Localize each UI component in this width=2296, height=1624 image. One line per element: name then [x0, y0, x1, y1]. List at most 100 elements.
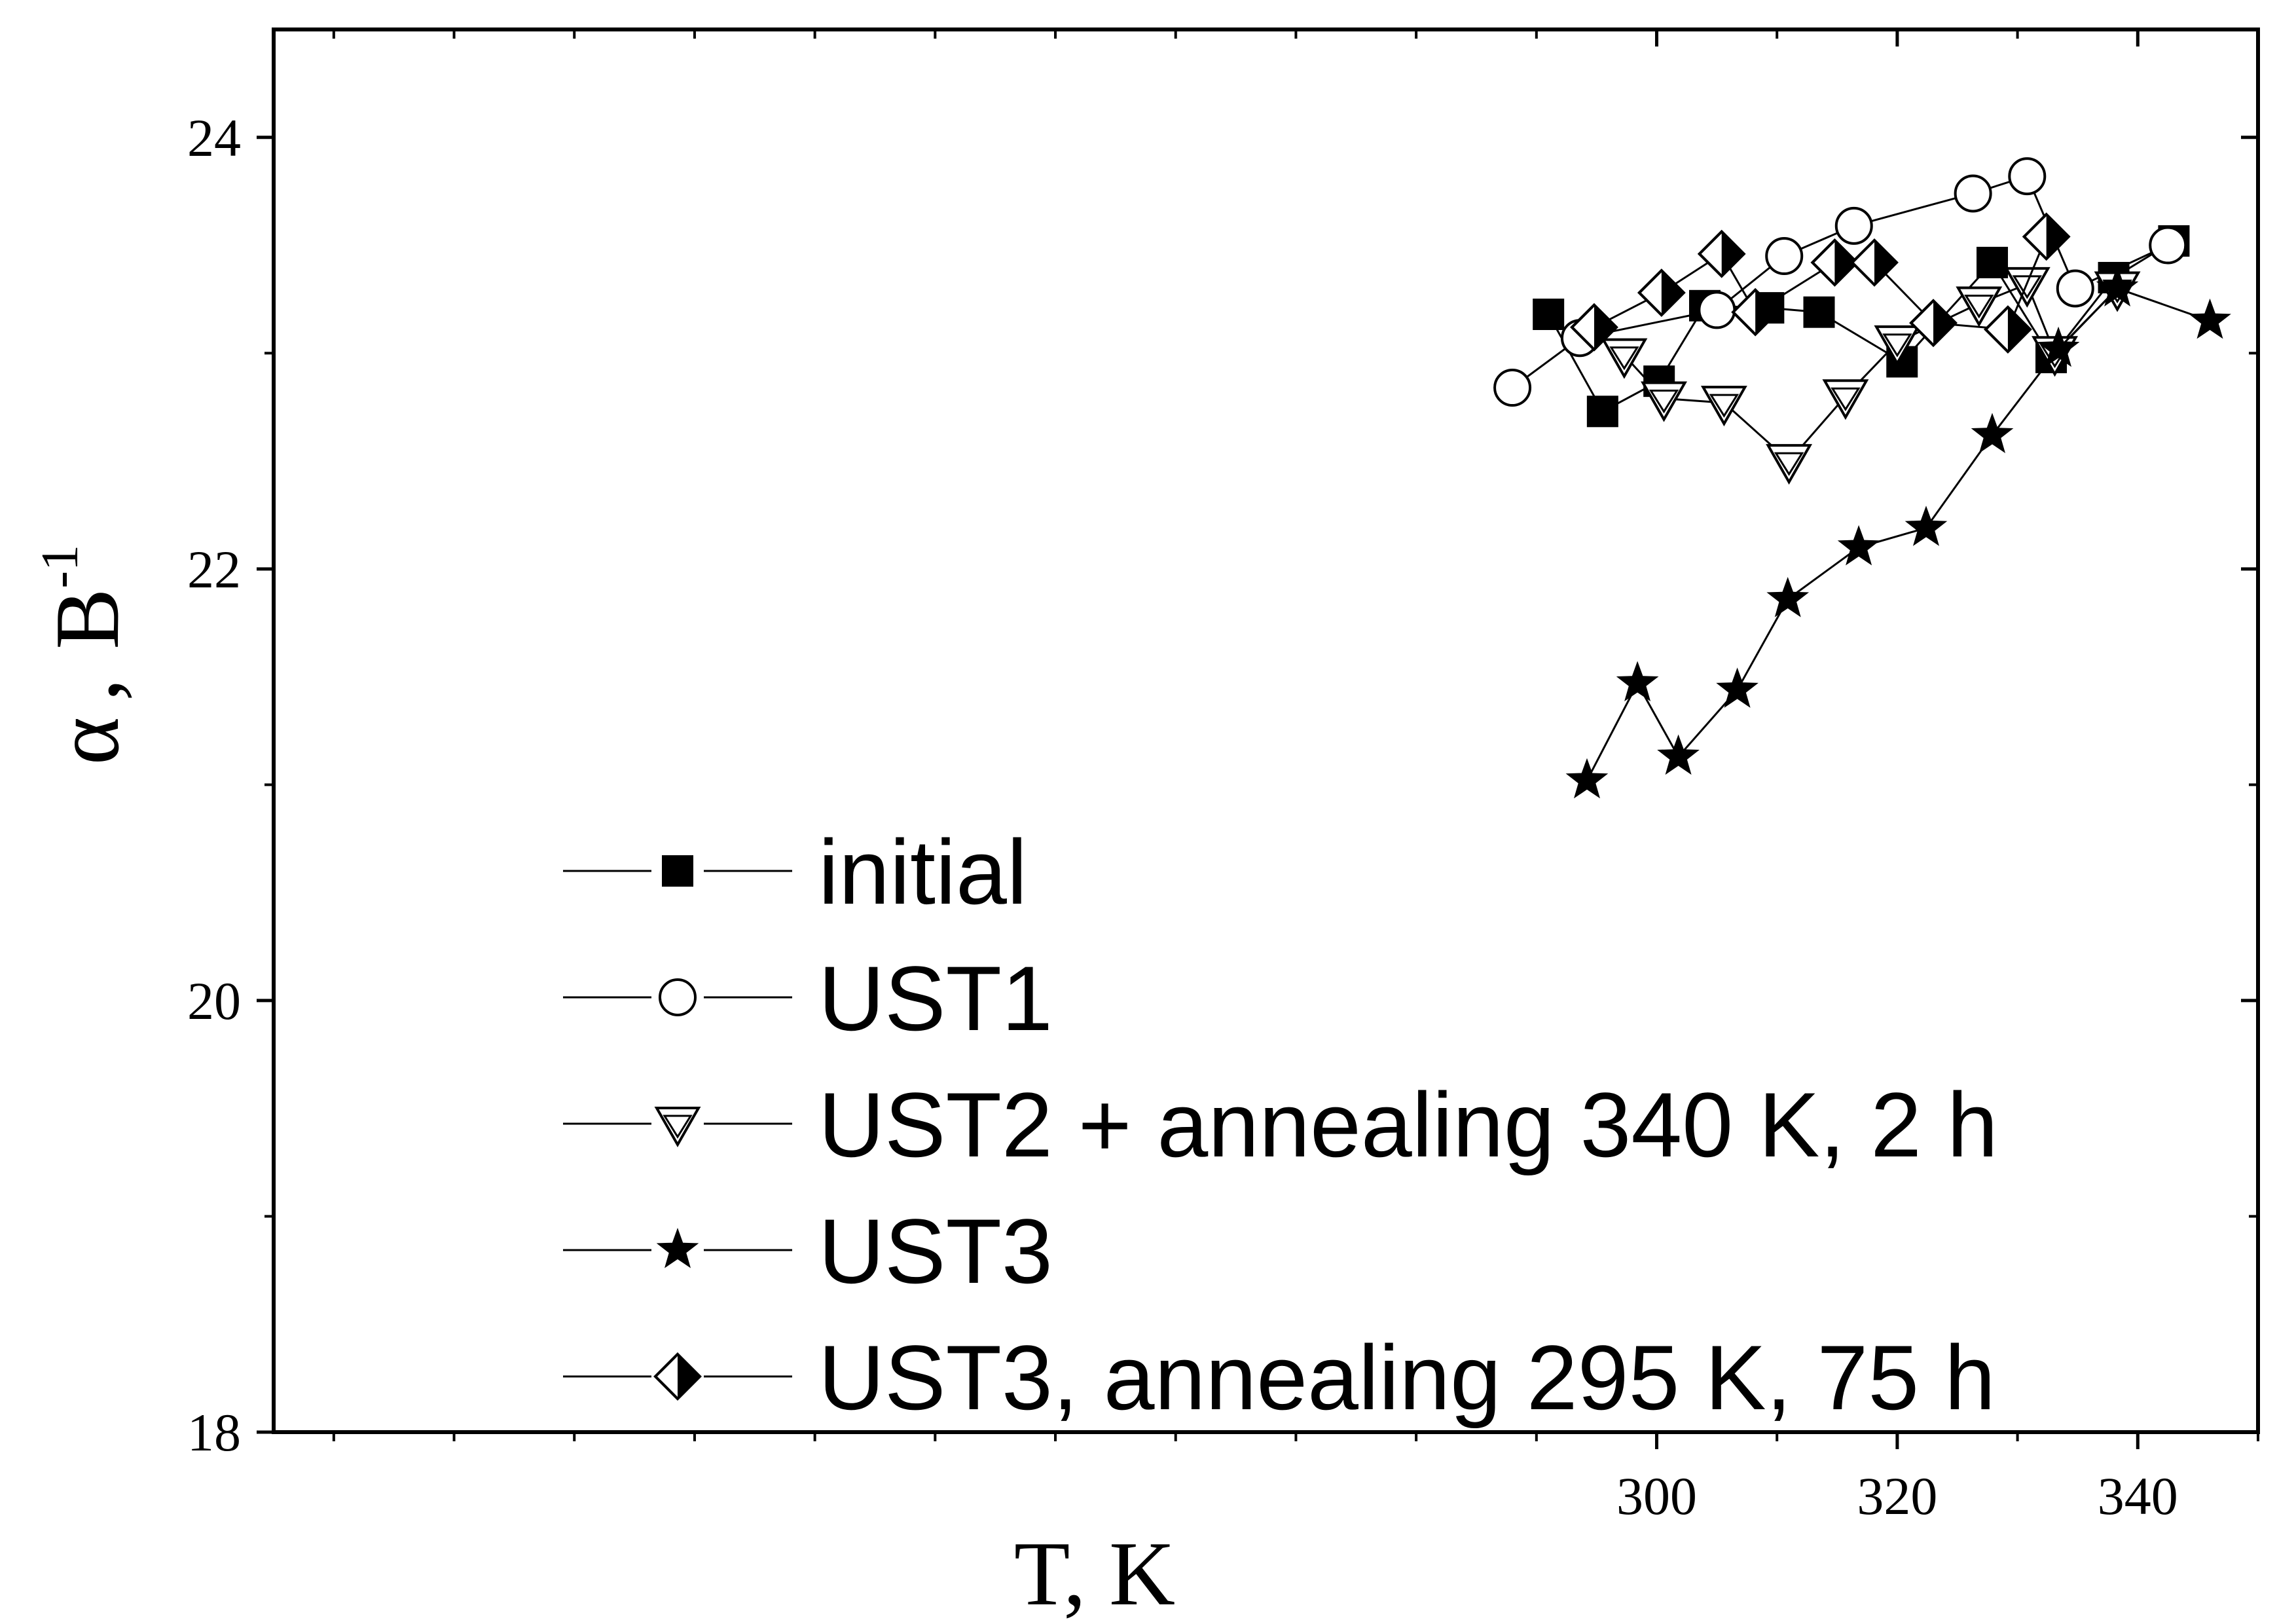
star-marker-shape	[1657, 734, 1700, 775]
data-point	[1977, 246, 2009, 278]
diamond-marker-half	[678, 1354, 700, 1399]
data-point	[2096, 266, 2139, 306]
diamond-marker-border	[1810, 238, 1859, 287]
data-point	[1697, 229, 1746, 278]
diamond-marker-border	[1984, 305, 2032, 354]
x-axis-title: T, K	[1014, 1523, 1175, 1624]
square-marker-shape	[662, 855, 693, 887]
triangle-marker-inner	[1609, 346, 1639, 371]
data-point	[1533, 298, 1565, 330]
data-point	[1657, 734, 1700, 775]
triangle-marker-outer	[1601, 338, 1648, 379]
diamond-marker-half	[1874, 240, 1897, 285]
data-point	[1565, 758, 1609, 799]
y-axis-unit: B	[37, 588, 138, 649]
legend-label: initial	[818, 821, 1027, 923]
y-tick-label: 18	[187, 1403, 241, 1462]
triangle-marker-outer	[1874, 325, 1921, 366]
y-axis-symbol: α	[37, 717, 138, 765]
star-marker-shape	[2096, 266, 2139, 306]
y-tick-label: 20	[187, 971, 241, 1031]
data-point	[1601, 338, 1648, 379]
data-point	[1810, 238, 1859, 287]
legend: initial UST1 UST2 + annealing 340 K, 2 h US…	[563, 821, 1998, 1429]
data-point	[1616, 661, 1659, 701]
data-point	[1716, 667, 1758, 708]
circle-marker-shape	[1698, 291, 1736, 329]
y-axis-exponent: -1	[31, 545, 89, 589]
series-half-filled-diamond	[1570, 212, 2071, 354]
data-point	[1700, 386, 1747, 427]
data-point	[1493, 369, 1532, 407]
data-point	[1850, 238, 1899, 287]
diamond-marker-half	[2046, 214, 2069, 259]
square-marker-shape	[1586, 396, 1618, 428]
data-point	[1570, 303, 1618, 352]
data-point	[1984, 305, 2032, 354]
legend-label: UST2 + annealing 340 K, 2 h	[818, 1073, 1998, 1176]
series-filled-star	[1565, 266, 2231, 799]
square-marker-shape	[1533, 298, 1565, 330]
data-point	[2003, 267, 2050, 308]
data-point	[1874, 325, 1921, 366]
legend-item: UST3, annealing 295 K, 75 h	[563, 1326, 1995, 1429]
star-marker-shape	[1565, 758, 1609, 799]
diamond-marker-half	[1933, 301, 1956, 346]
triangle-marker-inner	[1831, 387, 1861, 412]
data-point	[1641, 381, 1687, 422]
diamond-marker-border	[653, 1352, 702, 1401]
data-point	[1766, 444, 1813, 485]
series-line	[1623, 282, 2119, 463]
data-point	[1837, 525, 1880, 566]
diamond-marker-border	[1731, 287, 1779, 337]
triangle-marker-inner	[1709, 394, 1740, 418]
data-point	[1765, 237, 1804, 276]
data-point	[1834, 206, 1873, 245]
legend-marker	[662, 855, 693, 887]
circle-marker-shape	[2056, 269, 2094, 308]
legend-item: UST3	[563, 1200, 1053, 1302]
legend-marker	[654, 1107, 701, 1148]
x-tick-label: 340	[2098, 1466, 2178, 1526]
data-point	[1822, 379, 1869, 420]
data-point	[2189, 298, 2231, 339]
svg-text:α,B-1: α, B-1	[31, 545, 138, 765]
circle-marker-shape	[1765, 237, 1804, 276]
legend-marker	[659, 978, 697, 1016]
legend-label: UST3, annealing 295 K, 75 h	[818, 1326, 1995, 1429]
legend-label: UST1	[818, 947, 1053, 1050]
diamond-marker-border	[1697, 229, 1746, 278]
data-point	[1637, 268, 1686, 317]
data-point	[1956, 286, 2003, 327]
data-point	[1766, 577, 1810, 618]
diamond-marker-border	[1850, 238, 1899, 287]
star-marker-shape	[1904, 506, 1948, 546]
diamond-marker-border	[1570, 303, 1618, 352]
triangle-marker-inner	[663, 1115, 693, 1139]
circle-marker-shape	[659, 978, 697, 1016]
data-point	[2056, 269, 2094, 308]
series-open-triangle-down	[1601, 267, 2141, 485]
x-tick-label: 320	[1857, 1466, 1937, 1526]
series-open-circle	[1493, 157, 2187, 407]
square-marker-shape	[1803, 296, 1835, 328]
diamond-marker-half	[1834, 240, 1857, 285]
circle-marker-shape	[1954, 174, 1992, 213]
triangle-marker-inner	[1964, 295, 1994, 319]
star-marker-shape	[656, 1228, 699, 1268]
star-marker-shape	[1766, 577, 1810, 618]
legend-marker	[653, 1352, 702, 1401]
triangle-marker-inner	[1649, 390, 1679, 414]
diamond-marker-half	[1721, 231, 1744, 276]
star-marker-shape	[1971, 413, 2014, 453]
data-point	[2022, 212, 2071, 261]
triangle-marker-outer	[1956, 286, 2003, 327]
y-axis-title: α, B-1	[31, 545, 138, 765]
legend-item: initial	[563, 821, 1027, 923]
square-marker-shape	[1977, 246, 2009, 278]
triangle-marker-outer	[1641, 381, 1687, 422]
legend-label: UST3	[818, 1200, 1053, 1302]
data-point	[2149, 226, 2187, 265]
triangle-marker-outer	[1822, 379, 1869, 420]
